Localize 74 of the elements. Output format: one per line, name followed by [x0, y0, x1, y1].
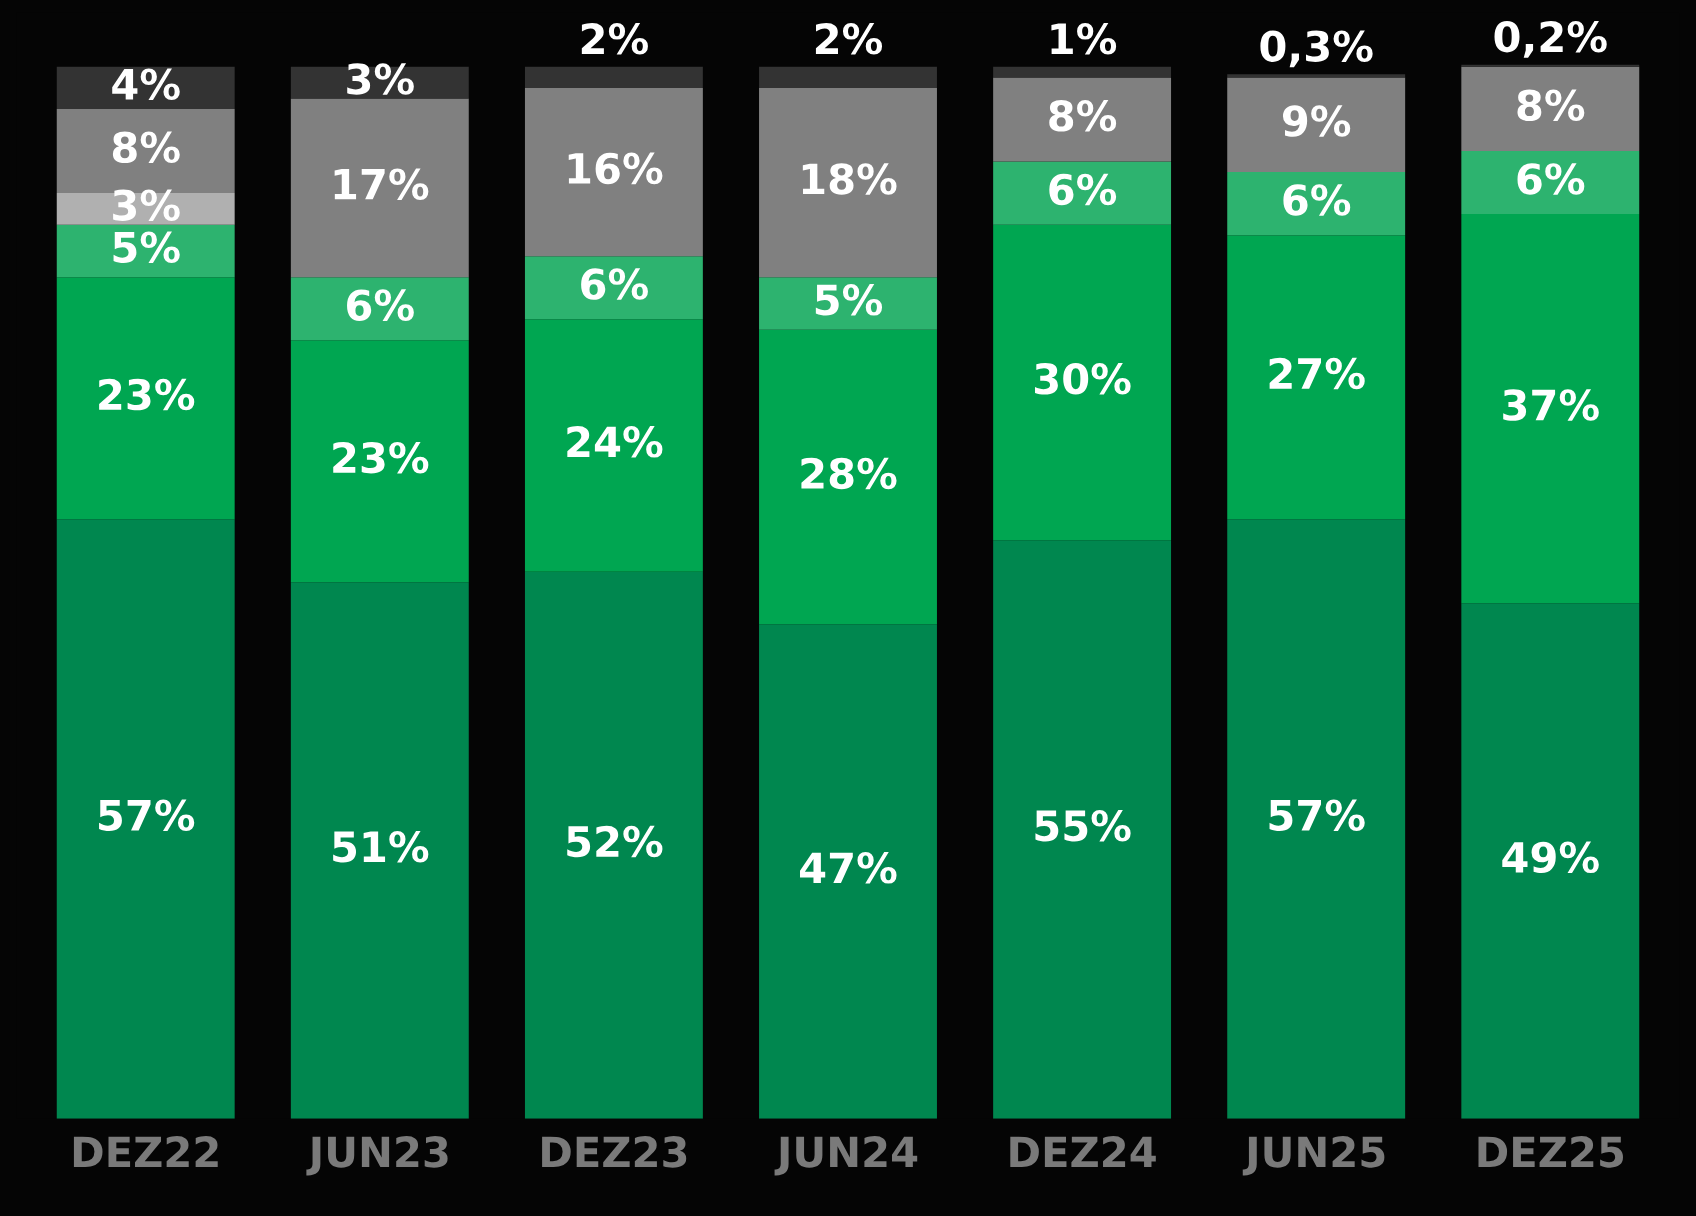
data-label: 8%: [1049, 100, 1117, 132]
data-label: 23%: [333, 441, 429, 474]
data-label: 6%: [1283, 184, 1351, 216]
data-label: 37%: [1503, 389, 1599, 421]
bar: [56, 519, 235, 1119]
data-label: 3%: [113, 189, 180, 221]
bar: [524, 66, 703, 88]
data-label: 52%: [567, 825, 663, 858]
bar: [993, 77, 1172, 162]
bar: [759, 66, 937, 88]
data-label: 2%: [581, 23, 648, 55]
data-label: 18%: [802, 163, 897, 195]
bar: [1461, 66, 1640, 152]
x-tick-label: DEZ23: [542, 1136, 687, 1168]
data-label: 6%: [1517, 163, 1585, 195]
data-label: 28%: [801, 457, 897, 490]
data-label: 27%: [1269, 357, 1365, 390]
bar: [524, 319, 703, 572]
bar: [1227, 74, 1406, 78]
data-label: 2%: [815, 23, 883, 55]
data-label: 51%: [333, 831, 429, 863]
bar: [993, 161, 1172, 225]
data-label: 6%: [581, 268, 648, 300]
bar: [56, 277, 235, 520]
bar: [1227, 235, 1406, 520]
data-label: 17%: [334, 168, 429, 200]
bar: [759, 329, 937, 625]
bar: [759, 87, 937, 278]
data-label: 0,2%: [1494, 20, 1607, 58]
bar: [290, 582, 469, 1119]
data-label: 23%: [99, 378, 195, 411]
bar: [1227, 519, 1406, 1119]
bar: [1461, 214, 1640, 604]
bar: [759, 624, 937, 1119]
data-label: 5%: [815, 284, 883, 316]
x-tick-label: DEZ22: [73, 1136, 218, 1168]
data-label: 5%: [113, 231, 180, 264]
bar: [524, 87, 703, 257]
x-tick-label: JUN24: [774, 1136, 918, 1176]
data-label: 8%: [1517, 89, 1585, 122]
data-label: 6%: [1049, 173, 1117, 206]
data-label: 6%: [347, 289, 414, 321]
bar: [993, 224, 1172, 541]
bar: [524, 256, 703, 320]
bar: [993, 540, 1172, 1119]
bar: [290, 98, 469, 278]
data-label: 57%: [1269, 799, 1365, 832]
bar: [1461, 603, 1640, 1119]
x-tick-label: DEZ25: [1478, 1136, 1623, 1168]
bar: [1461, 151, 1640, 215]
bar: [290, 340, 469, 583]
x-tick-label: DEZ24: [1010, 1136, 1156, 1168]
data-label: 8%: [112, 131, 180, 164]
bar: [759, 277, 937, 330]
bar: [1227, 172, 1406, 236]
bar: [1227, 77, 1406, 173]
data-label: 4%: [112, 68, 180, 100]
data-label: 57%: [99, 799, 195, 832]
bar: [1461, 64, 1640, 67]
data-label: 16%: [568, 152, 663, 185]
data-label: 0,3%: [1260, 30, 1373, 68]
bar: [993, 66, 1172, 78]
bar: [524, 571, 703, 1119]
data-label: 3%: [347, 63, 414, 95]
x-tick-label: JUN23: [306, 1136, 448, 1176]
data-label: 24%: [567, 426, 663, 458]
data-label: 49%: [1502, 841, 1599, 874]
data-label: 30%: [1035, 362, 1131, 395]
data-label: 55%: [1035, 810, 1131, 842]
data-label: 1%: [1051, 23, 1117, 55]
bar: [290, 277, 469, 341]
data-label: 47%: [800, 852, 897, 884]
x-tick-label: JUN25: [1242, 1136, 1385, 1176]
data-label: 9%: [1282, 105, 1351, 137]
